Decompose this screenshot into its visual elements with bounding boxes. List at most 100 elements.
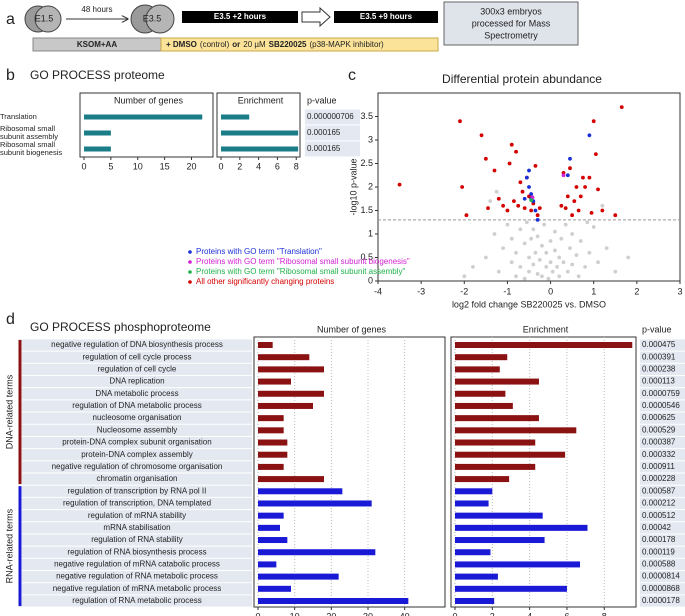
label-cell	[22, 534, 252, 546]
text-part: 20 µM	[243, 40, 266, 49]
bar	[258, 463, 284, 470]
output-label: 300x3 embryos	[480, 6, 542, 16]
p-value-cell	[640, 363, 685, 375]
category-label: negative regulation of mRNA catabolic pr…	[54, 560, 220, 569]
x-tick-label: 6	[564, 611, 569, 616]
data-point	[471, 265, 475, 269]
p-value: 0.000387	[642, 438, 676, 447]
p-value: 0.0000546	[642, 401, 680, 410]
p-value-cell	[305, 125, 360, 141]
p-value: 0.000178	[642, 535, 676, 544]
data-point	[578, 194, 583, 199]
data-point	[585, 220, 590, 225]
p-value-cell	[640, 497, 685, 510]
bar	[455, 366, 500, 373]
x-tick-label: -4	[374, 286, 382, 296]
label-cell	[22, 571, 252, 583]
text-part: SB220025	[269, 40, 307, 49]
data-point	[529, 208, 534, 213]
category-label-box: Ribosomal small subunit biogenesis	[0, 141, 63, 157]
category-label: regulation of mRNA stability	[88, 511, 186, 520]
data-point	[587, 133, 592, 138]
category-label: Ribosomal small subunit biogenesis	[0, 141, 63, 157]
bar	[258, 561, 277, 568]
data-point	[464, 213, 469, 218]
data-point	[533, 250, 538, 255]
label-cell	[22, 388, 252, 400]
p-value: 0.000911	[642, 462, 675, 471]
data-point	[570, 262, 575, 267]
legend-marker	[188, 280, 192, 284]
bar	[258, 488, 343, 495]
p-value: 0.0000868	[642, 584, 680, 593]
data-point	[557, 255, 562, 260]
data-point	[531, 262, 536, 267]
p-value-cell	[640, 510, 685, 522]
data-point	[548, 239, 553, 243]
p-value-header: p-value	[307, 95, 337, 105]
p-value-cell	[640, 558, 685, 571]
data-point	[505, 222, 510, 227]
data-point	[581, 175, 585, 180]
data-point	[494, 189, 499, 194]
data-point	[578, 239, 583, 243]
bar	[455, 561, 581, 568]
label-cell	[22, 412, 252, 424]
legend-label: Proteins with GO term "Translation"	[196, 247, 322, 256]
p-value: 0.0000814	[642, 572, 680, 581]
data-point	[540, 243, 544, 248]
data-point	[522, 206, 527, 211]
data-point	[483, 255, 488, 260]
data-point	[533, 208, 538, 213]
category-label: negative regulation of DNA biosynthesis …	[51, 340, 223, 349]
bar	[455, 488, 493, 495]
p-value-cell	[640, 400, 685, 412]
medium-label: KSOM+AA	[77, 40, 117, 49]
group-label: RNA-related terms	[4, 508, 14, 583]
p-value-cell	[640, 546, 685, 558]
data-point	[537, 257, 542, 262]
x-tick-label: 10	[133, 161, 143, 171]
bar	[258, 524, 280, 531]
legend-label: Proteins with GO term "Ribosomal small s…	[196, 257, 410, 266]
bar	[258, 427, 284, 434]
p-value-cell	[640, 351, 685, 363]
data-point	[522, 276, 527, 281]
data-point	[527, 185, 531, 189]
bar	[455, 597, 495, 604]
panel-letter: b	[6, 67, 15, 84]
bar	[221, 130, 299, 136]
chart-title: GO PROCESS phosphoproteome	[30, 320, 211, 334]
data-point	[514, 274, 518, 279]
bar	[455, 573, 498, 580]
bar	[84, 146, 111, 152]
data-point	[512, 199, 516, 204]
category-label-box: Translation	[0, 113, 37, 121]
bar	[258, 366, 324, 373]
data-point	[505, 208, 510, 213]
data-point	[535, 213, 540, 218]
category-label: regulation of RNA metabolic process	[72, 596, 201, 605]
p-value-cell	[305, 141, 360, 157]
data-point	[496, 269, 501, 274]
p-value: 0.000475	[642, 340, 676, 349]
legend-label: All other significantly changing protein…	[196, 277, 334, 286]
data-point	[544, 265, 549, 269]
data-point	[460, 185, 465, 189]
timepoint-label: E3.5 +2 hours	[214, 12, 267, 21]
category-label: regulation of transcription, DNA templat…	[63, 499, 211, 508]
label-cell	[22, 485, 252, 497]
y-tick-label: 1	[368, 228, 373, 238]
data-point	[501, 203, 506, 208]
bar	[84, 130, 111, 136]
x-tick-label: -3	[417, 286, 425, 296]
data-point	[604, 246, 609, 251]
plot-frame	[450, 336, 637, 608]
timepoint-box	[182, 11, 298, 23]
y-tick-label: 2.5	[360, 158, 373, 168]
data-point	[550, 269, 555, 274]
panel-subtitle: Enrichment	[238, 95, 284, 105]
data-point	[587, 175, 592, 180]
data-point	[514, 250, 518, 255]
